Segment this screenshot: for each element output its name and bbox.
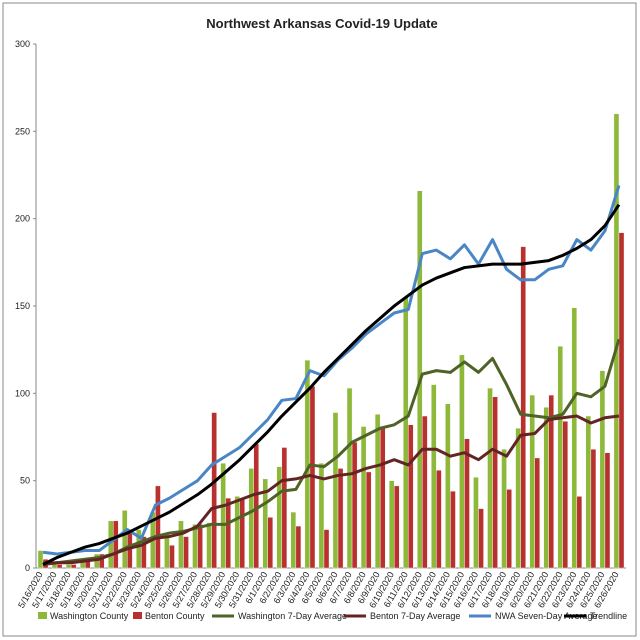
y-tick-label: 300 bbox=[15, 39, 30, 49]
bar bbox=[155, 485, 161, 569]
bar bbox=[487, 387, 493, 569]
bar bbox=[56, 564, 63, 569]
bar bbox=[178, 520, 184, 569]
bar bbox=[183, 536, 189, 569]
bar bbox=[65, 564, 72, 569]
bar bbox=[473, 476, 479, 569]
bar bbox=[445, 403, 451, 569]
line bbox=[42, 414, 620, 566]
bar bbox=[141, 536, 147, 569]
bar bbox=[365, 471, 372, 569]
line bbox=[42, 185, 621, 556]
bar bbox=[515, 428, 521, 569]
bar bbox=[290, 511, 297, 569]
bar bbox=[388, 480, 395, 569]
bar bbox=[571, 307, 578, 569]
bar bbox=[501, 449, 507, 569]
bar bbox=[169, 545, 175, 569]
y-tick-label: 200 bbox=[15, 214, 30, 224]
bar bbox=[220, 463, 226, 569]
bar bbox=[99, 553, 105, 569]
bar bbox=[337, 468, 344, 569]
legend-label: NWA Seven-Day Average bbox=[495, 611, 598, 621]
bar bbox=[206, 522, 212, 569]
bar bbox=[267, 517, 274, 569]
bar bbox=[585, 415, 592, 569]
legend-label: Trendline bbox=[590, 611, 627, 621]
bar bbox=[332, 412, 339, 569]
legend-label: Washington County bbox=[50, 611, 129, 621]
bar bbox=[239, 497, 245, 569]
bar bbox=[590, 449, 597, 569]
bar bbox=[379, 428, 386, 569]
bar bbox=[576, 496, 583, 569]
bar bbox=[534, 457, 540, 569]
chart-title: Northwest Arkansas Covid-19 Update bbox=[206, 16, 437, 31]
bar bbox=[70, 564, 77, 569]
line bbox=[42, 203, 621, 566]
bar bbox=[450, 490, 456, 569]
bar bbox=[113, 520, 119, 569]
y-tick-label: 100 bbox=[15, 388, 30, 398]
bar bbox=[557, 345, 563, 569]
bar bbox=[248, 468, 254, 569]
bar bbox=[281, 447, 288, 569]
bar bbox=[478, 508, 484, 569]
bar bbox=[225, 497, 231, 569]
legend-swatch bbox=[133, 612, 142, 619]
bar bbox=[464, 438, 470, 569]
bar bbox=[295, 525, 302, 569]
y-tick-label: 50 bbox=[20, 476, 30, 486]
legend-label: Washington 7-Day Average bbox=[238, 611, 347, 621]
bar bbox=[520, 246, 526, 569]
bar bbox=[122, 510, 128, 569]
bar bbox=[562, 421, 569, 569]
bar bbox=[37, 550, 44, 569]
bar bbox=[492, 396, 498, 569]
bar bbox=[197, 524, 203, 569]
bar bbox=[403, 297, 409, 569]
bar bbox=[360, 426, 367, 569]
bar bbox=[234, 496, 240, 569]
bar bbox=[374, 414, 381, 569]
bar bbox=[431, 384, 437, 569]
bar bbox=[408, 424, 414, 569]
y-tick-label: 250 bbox=[15, 126, 30, 136]
legend-label: Benton County bbox=[145, 611, 205, 621]
bar bbox=[543, 407, 549, 569]
bar bbox=[506, 489, 512, 569]
bar bbox=[422, 415, 428, 569]
bar bbox=[604, 452, 611, 569]
y-tick-label: 150 bbox=[15, 301, 30, 311]
bar bbox=[599, 370, 606, 569]
bar bbox=[618, 232, 625, 569]
bar bbox=[394, 485, 400, 569]
bar bbox=[436, 469, 442, 569]
bar bbox=[318, 463, 325, 569]
bar bbox=[459, 354, 465, 569]
legend-label: Benton 7-Day Average bbox=[370, 611, 460, 621]
bar bbox=[192, 524, 198, 569]
bar bbox=[529, 394, 535, 569]
bar bbox=[323, 529, 330, 569]
bar bbox=[351, 442, 358, 569]
legend-swatch bbox=[38, 612, 47, 619]
line bbox=[43, 338, 621, 565]
bar bbox=[346, 387, 353, 569]
y-tick-label: 0 bbox=[25, 563, 30, 573]
bar bbox=[548, 394, 554, 569]
bar bbox=[211, 412, 217, 569]
